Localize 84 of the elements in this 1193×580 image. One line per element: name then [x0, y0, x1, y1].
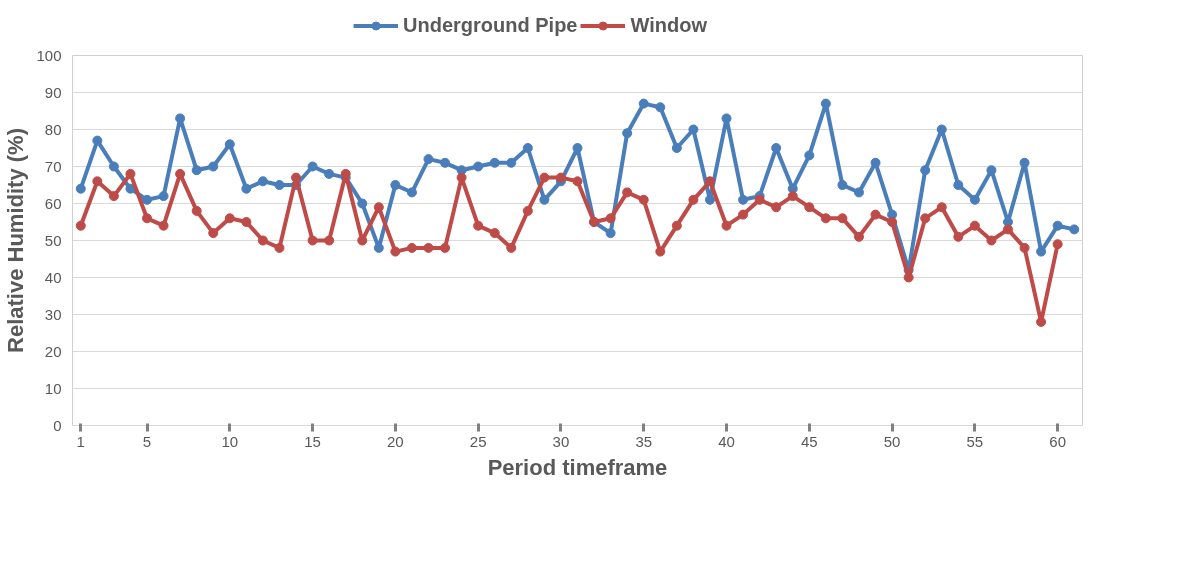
point [307, 235, 318, 246]
point [787, 191, 798, 202]
point [969, 220, 980, 231]
point [622, 187, 633, 198]
point [721, 220, 732, 231]
y-tick-label: 60 [44, 194, 62, 212]
point [704, 176, 715, 187]
point [241, 217, 252, 227]
point [572, 176, 583, 187]
legend-label: Underground Pipe [403, 13, 578, 37]
x-tick-label: 40 [718, 432, 735, 450]
point [671, 220, 682, 231]
point [274, 242, 285, 253]
point [771, 202, 782, 213]
x-tick-label: 20 [387, 432, 404, 450]
point [92, 176, 103, 187]
point [688, 194, 699, 205]
point [208, 228, 219, 239]
y-tick-label: 50 [44, 231, 62, 249]
y-tick-label: 40 [44, 268, 62, 286]
x-tick-label: 10 [221, 432, 239, 450]
point [357, 235, 368, 246]
point [75, 220, 86, 231]
y-tick-label: 10 [44, 379, 62, 397]
point [489, 228, 500, 239]
point [191, 205, 202, 216]
y-tick-label: 20 [44, 342, 62, 360]
point [257, 235, 268, 246]
y-tick-label: 30 [44, 305, 62, 323]
point [291, 172, 302, 183]
x-tick-label: 5 [142, 432, 152, 450]
y-tick-label: 0 [53, 416, 62, 434]
point [804, 202, 815, 213]
point [224, 213, 235, 224]
point [1002, 224, 1013, 235]
point [837, 213, 848, 224]
x-axis-title: Period timeframe [487, 454, 668, 480]
point [522, 205, 533, 216]
x-tick-label: 60 [1049, 432, 1067, 450]
y-tick-label: 100 [36, 46, 62, 64]
y-tick-label: 90 [44, 83, 62, 101]
point [108, 191, 119, 202]
legend-label: Window [630, 13, 707, 37]
point [440, 242, 451, 253]
point [340, 168, 351, 179]
point [555, 172, 566, 183]
point [936, 202, 947, 213]
x-tick-label: 55 [966, 432, 984, 450]
point [324, 235, 335, 246]
point [920, 213, 931, 224]
y-axis-title: Relative Humidity (%) [3, 128, 29, 353]
point [390, 246, 401, 257]
point [175, 168, 186, 179]
x-tick-label: 1 [76, 432, 85, 450]
point [870, 209, 881, 220]
point [1052, 239, 1063, 250]
x-tick-label: 15 [304, 432, 321, 450]
point [158, 220, 169, 231]
point [655, 246, 666, 257]
y-tick-label: 80 [44, 120, 62, 138]
point [820, 213, 831, 224]
point [406, 242, 417, 253]
point [853, 231, 864, 242]
point [142, 213, 153, 224]
point [1019, 242, 1030, 253]
point [423, 242, 434, 253]
x-tick-label: 35 [635, 432, 653, 450]
point [986, 235, 997, 246]
x-tick-label: 30 [552, 432, 570, 450]
point [605, 213, 616, 224]
y-tick-label: 70 [44, 157, 62, 175]
x-tick-label: 50 [883, 432, 901, 450]
point [456, 172, 467, 183]
point [638, 194, 649, 205]
x-tick-label: 45 [800, 432, 818, 450]
point [738, 209, 749, 220]
point [506, 242, 517, 253]
point [125, 168, 136, 179]
point [539, 172, 550, 183]
point [953, 231, 964, 242]
point [903, 272, 914, 283]
point [887, 217, 898, 227]
x-tick-label: 25 [469, 432, 487, 450]
point [473, 220, 484, 231]
